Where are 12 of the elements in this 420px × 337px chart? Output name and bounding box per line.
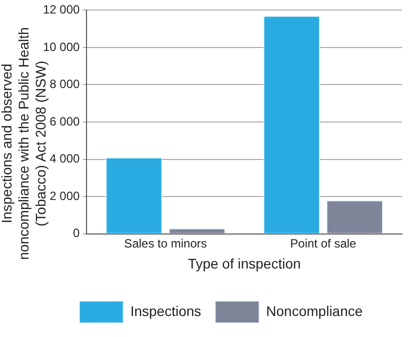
legend-label: Noncompliance <box>266 302 363 319</box>
x-tick-label: Sales to minors <box>124 236 207 250</box>
y-tick-label: 10 000 <box>43 40 80 54</box>
y-tick-label: 0 <box>73 226 80 240</box>
y-tick-label: 4 000 <box>50 152 80 166</box>
x-tick-label: Point of sale <box>290 236 357 250</box>
x-axis-title: Type of inspection <box>188 255 301 272</box>
legend-label: Inspections <box>130 302 202 319</box>
y-tick-label: 12 000 <box>43 2 80 17</box>
y-tick-label: 2 000 <box>50 188 80 203</box>
y-tick-label: 8 000 <box>50 77 80 92</box>
y-tick-label: 6 000 <box>50 114 80 128</box>
